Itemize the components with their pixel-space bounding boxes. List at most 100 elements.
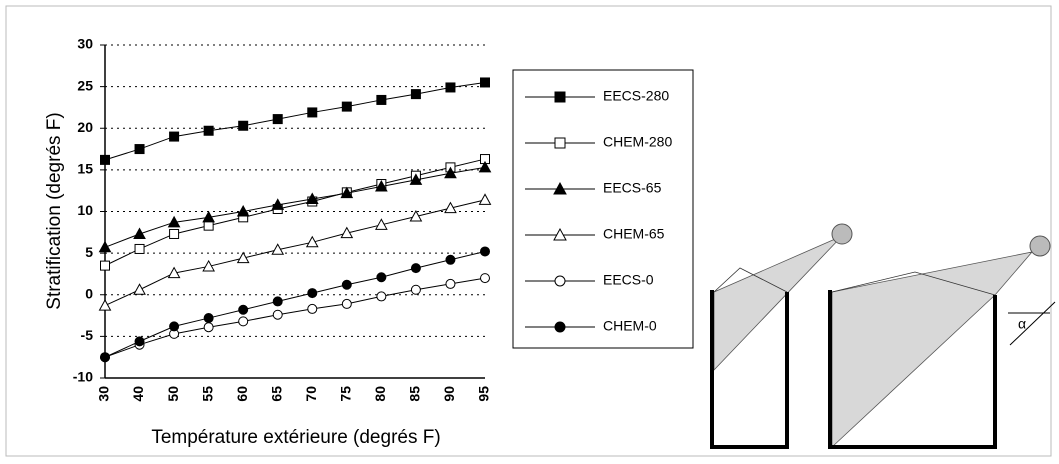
data-point [307, 303, 318, 314]
sun [831, 223, 853, 245]
data-point [305, 235, 319, 248]
legend-marker [554, 275, 566, 287]
data-point [238, 304, 249, 315]
legend-label: EECS-0 [603, 272, 654, 288]
data-point [100, 260, 110, 271]
data-point [133, 283, 146, 295]
x-tick-label: 60 [234, 386, 250, 402]
data-point [238, 120, 249, 131]
data-point [169, 228, 180, 239]
legend-label: EECS-280 [603, 88, 669, 104]
legend-marker [554, 321, 566, 333]
roof [713, 267, 788, 293]
legend-label: CHEM-280 [603, 134, 672, 150]
data-point [169, 321, 180, 332]
series-line [104, 199, 486, 307]
data-point [480, 273, 490, 284]
data-point [410, 284, 421, 295]
y-tick-label: 0 [85, 285, 93, 301]
data-point [444, 201, 457, 214]
legend-label: CHEM-0 [603, 318, 657, 334]
x-axis-label: Température extérieure (degrés F) [151, 427, 440, 448]
data-point [203, 220, 214, 231]
roof [831, 271, 996, 296]
data-point [478, 160, 492, 173]
data-point [272, 114, 283, 125]
data-point [202, 210, 215, 223]
data-point [410, 89, 421, 100]
series-line [104, 166, 486, 248]
data-point [376, 94, 387, 105]
data-point [100, 154, 110, 165]
x-tick-label: 75 [338, 386, 354, 402]
x-tick-label: 80 [372, 386, 388, 402]
room-wall [828, 290, 997, 449]
x-tick-label: 55 [199, 386, 215, 402]
data-point [307, 288, 318, 299]
data-point [375, 179, 388, 192]
y-tick-label: 5 [85, 244, 93, 260]
sun [1029, 235, 1051, 257]
data-point [341, 298, 352, 309]
data-point [480, 77, 490, 88]
data-point [134, 144, 145, 155]
data-point [480, 246, 490, 257]
data-point [307, 107, 318, 118]
data-point [305, 192, 319, 205]
x-tick-label: 90 [441, 386, 457, 402]
legend-box [512, 69, 694, 349]
data-point [203, 125, 214, 136]
x-tick-label: 40 [130, 386, 146, 402]
data-point [98, 240, 112, 253]
data-point [236, 251, 250, 264]
data-point [271, 243, 285, 255]
y-tick-label: 30 [77, 36, 93, 52]
data-point [169, 131, 180, 142]
series-line [104, 277, 486, 358]
legend-marker [554, 137, 566, 149]
data-point [167, 215, 181, 228]
x-tick-label: 30 [96, 386, 112, 402]
x-tick-label: 85 [407, 386, 423, 402]
data-point [444, 166, 457, 179]
legend-marker [553, 227, 567, 241]
y-tick-label: 20 [77, 119, 93, 135]
data-point [445, 82, 456, 93]
y-tick-label: -10 [73, 369, 93, 385]
data-point [134, 336, 145, 347]
data-point [445, 278, 456, 289]
y-tick-label: -5 [81, 327, 94, 343]
y-tick-label: 25 [77, 77, 93, 93]
data-point [167, 266, 181, 279]
data-point [203, 322, 214, 333]
series-line [104, 250, 486, 358]
data-point [376, 272, 387, 283]
data-point [445, 254, 456, 265]
data-point [340, 186, 354, 199]
data-point [409, 173, 423, 185]
data-point [98, 299, 112, 311]
legend-label: CHEM-65 [603, 226, 665, 242]
x-tick-label: 50 [165, 386, 181, 402]
data-point [341, 101, 352, 112]
data-point [410, 263, 421, 274]
data-point [478, 193, 492, 205]
series-line [104, 81, 486, 161]
room-wall [710, 290, 789, 449]
data-point [272, 296, 283, 307]
diagram: α [710, 223, 1056, 449]
data-point [238, 316, 249, 327]
series-line [104, 158, 486, 267]
legend-label: EECS-65 [603, 180, 662, 196]
legend-marker [554, 91, 566, 103]
y-tick-label: 15 [77, 161, 93, 177]
data-point [376, 291, 387, 302]
x-tick-label: 70 [303, 386, 319, 402]
data-point [409, 209, 423, 222]
angle-ray [1009, 301, 1056, 346]
data-point [134, 243, 145, 254]
data-point [340, 226, 354, 239]
data-point [375, 218, 388, 230]
data-point [133, 227, 146, 239]
